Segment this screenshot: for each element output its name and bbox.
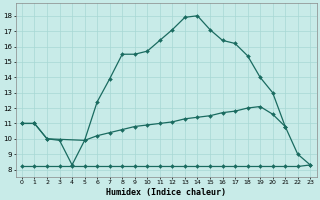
X-axis label: Humidex (Indice chaleur): Humidex (Indice chaleur)	[106, 188, 226, 197]
